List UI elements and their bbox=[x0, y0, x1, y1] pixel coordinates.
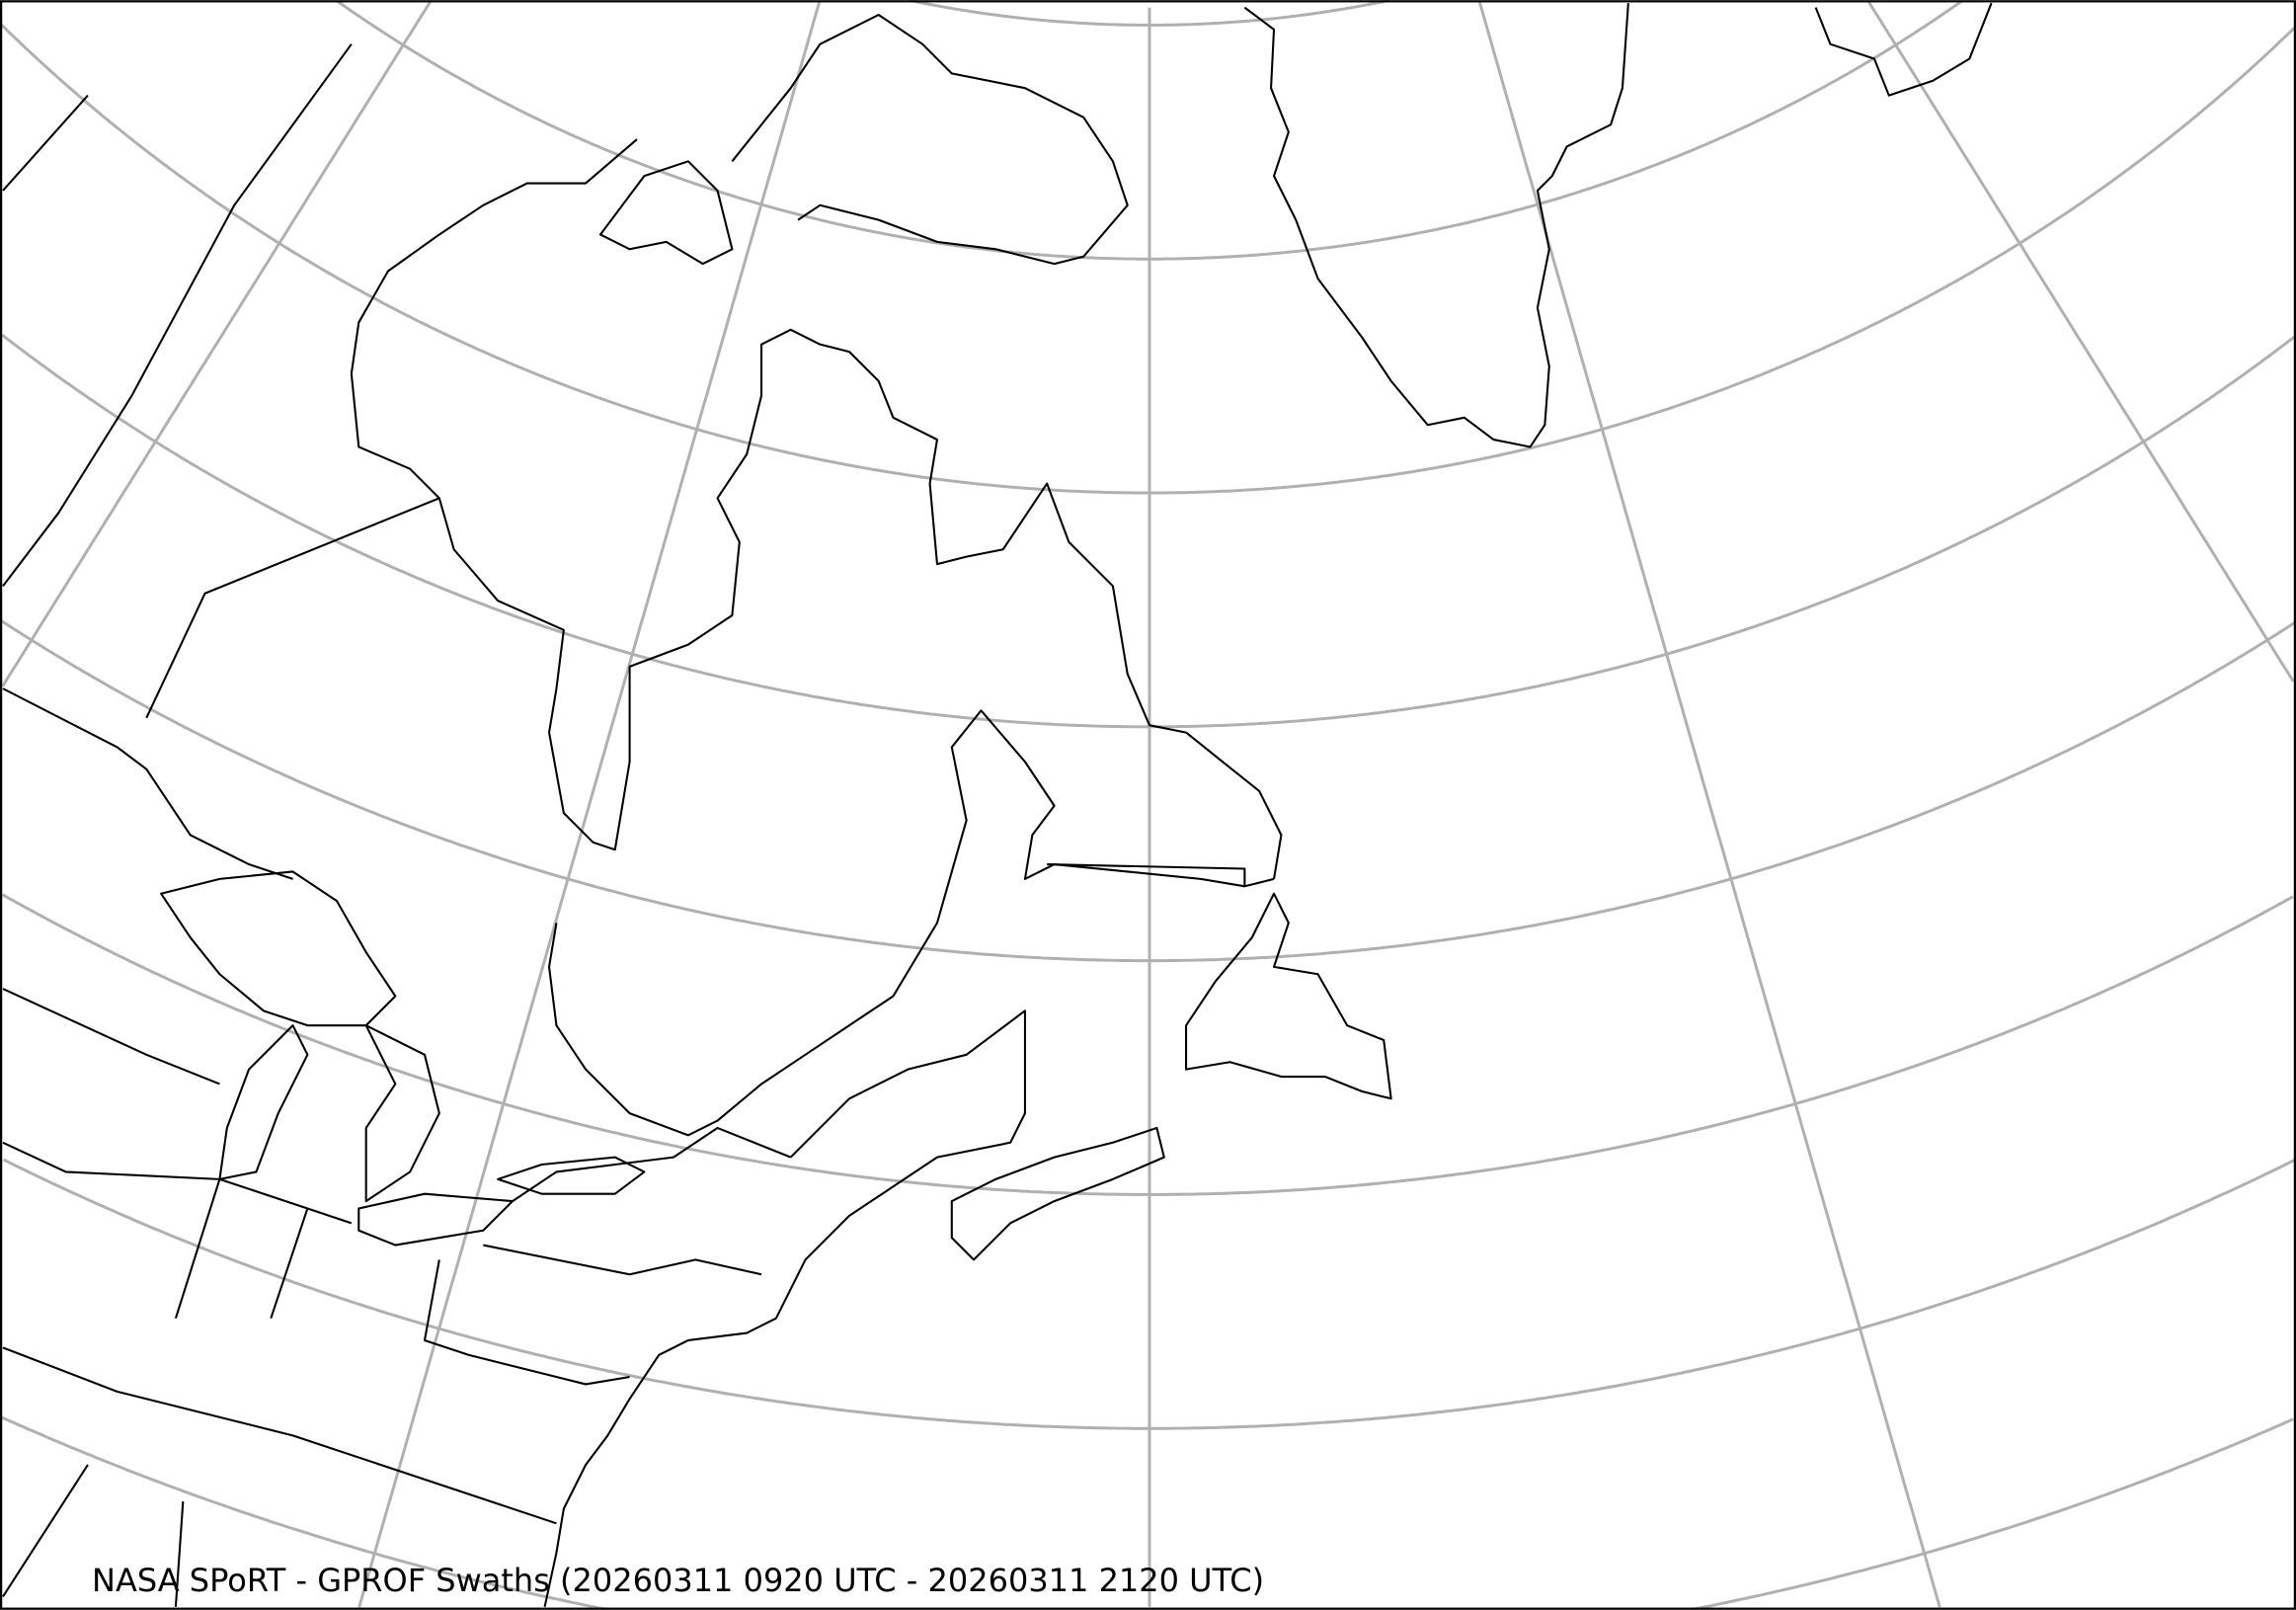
graticule-meridian bbox=[1, 0, 433, 687]
graticule-meridian bbox=[357, 1, 822, 1608]
graticule-meridian bbox=[1477, 1, 1941, 1608]
maritimes-coast bbox=[789, 1009, 1165, 1290]
canada-province-borders bbox=[2, 43, 1246, 887]
graticule-parallel bbox=[0, 23, 2296, 495]
newfoundland-coast bbox=[1185, 892, 1392, 1100]
baffin-island-coast bbox=[598, 14, 1129, 266]
us-canada-border bbox=[2, 687, 792, 1202]
greenland-coast bbox=[1243, 3, 1629, 448]
graticule-parallel bbox=[0, 1415, 2294, 1610]
us-state-borders bbox=[2, 988, 762, 1607]
map-title: NASA SPoRT - GPROF Swaths (20260311 0920… bbox=[92, 1562, 1265, 1599]
graticule-meridian bbox=[1866, 0, 2295, 683]
labrador-quebec-coast bbox=[548, 709, 1275, 1137]
greenland-east-coast bbox=[1814, 2, 1993, 97]
graticule-parallel bbox=[1, 334, 2295, 729]
graticule-parallel bbox=[0, 618, 2296, 963]
graticule-parallel bbox=[1, 893, 2294, 1196]
coastlines bbox=[2, 2, 1993, 1608]
new-england-coast bbox=[543, 1288, 792, 1608]
great-lakes bbox=[160, 870, 646, 1247]
hudson-bay-coast bbox=[350, 138, 1283, 880]
